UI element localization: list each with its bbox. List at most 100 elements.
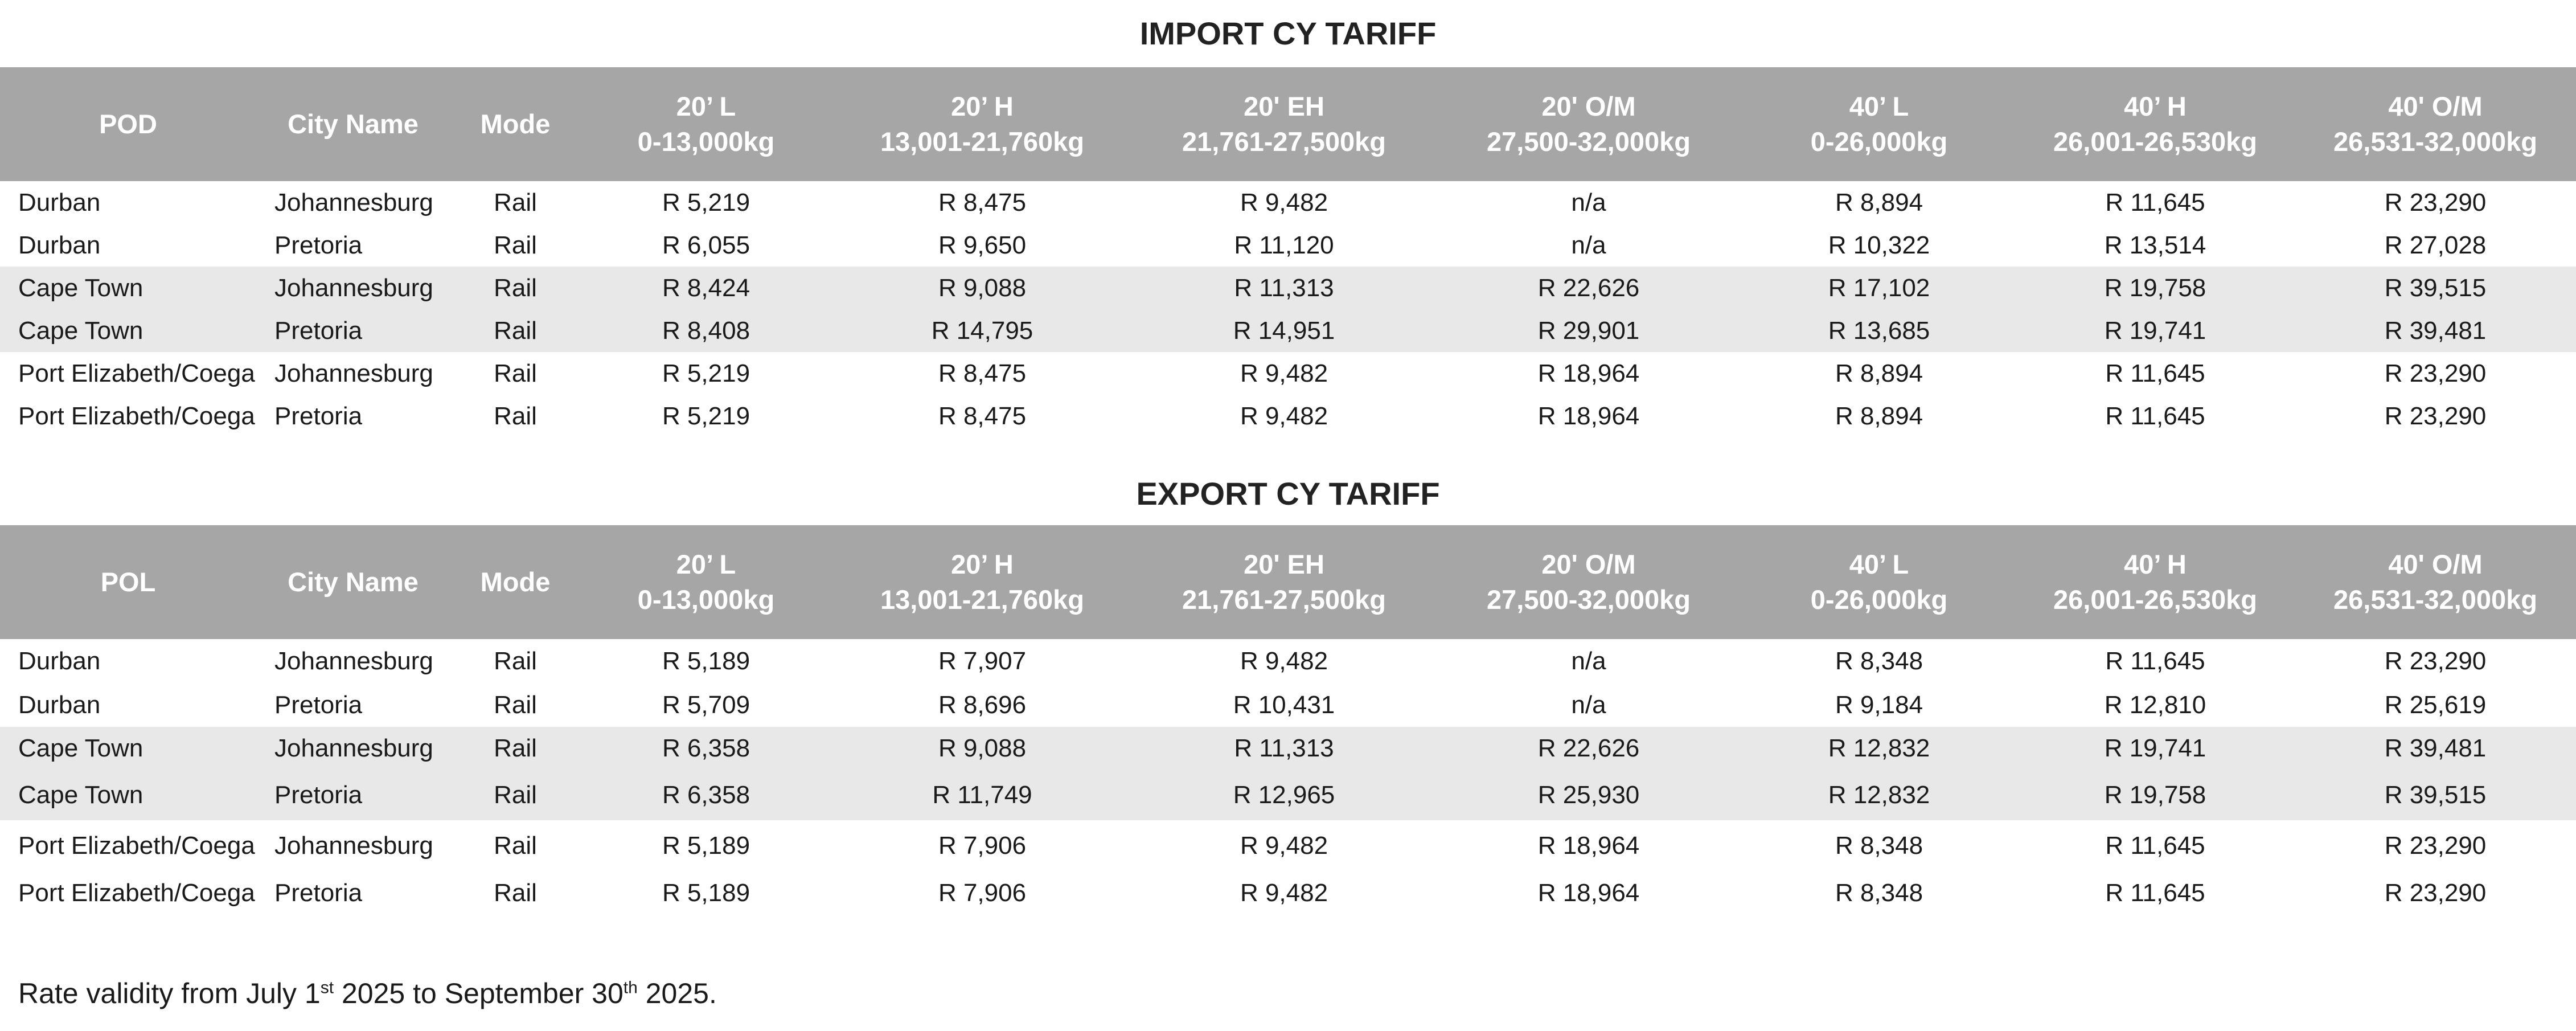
table-row: Cape Town Johannesburg Rail R 6,358 R 9,088 R… — [0, 727, 2576, 770]
table-row: Port Elizabeth/Coega Johannesburg Rail R 5,… — [0, 352, 2576, 395]
export-tariff-title: EXPORT CY TARIFF — [1136, 476, 1440, 512]
city-cell: Johannesburg — [256, 267, 450, 309]
rate-validity-middle: 2025 to September 30 — [334, 977, 624, 1009]
rate-validity-suffix: 2025. — [637, 977, 717, 1009]
rate-cell: R 23,290 — [2384, 879, 2487, 907]
port-cell: Port Elizabeth/Coega — [18, 402, 255, 430]
rate-cell: R 8,475 — [938, 402, 1027, 430]
column-header-label: 40’ H — [2124, 91, 2187, 121]
port-cell: Port Elizabeth/Coega — [18, 879, 255, 907]
table-header-row: POD City Name Mode 20’ L 0-13,000kg 20’ H 13,0… — [0, 67, 2576, 181]
table-row: Port Elizabeth/Coega Pretoria Rail R 5,219 R… — [0, 395, 2576, 437]
column-header: Mode — [450, 525, 581, 639]
column-header-weight-range: 27,500-32,000kg — [1486, 584, 1691, 615]
rate-validity-prefix: Rate validity from July 1 — [18, 977, 321, 1009]
city-cell: Pretoria — [274, 879, 363, 907]
city-cell: Pretoria — [274, 402, 363, 430]
column-header: 20’ H 13,001-21,760kg — [831, 525, 1133, 639]
rate-cell: R 8,696 — [938, 691, 1027, 719]
rate-cell: R 13,514 — [2104, 231, 2206, 259]
city-cell: Pretoria — [274, 691, 363, 719]
table-row: Port Elizabeth/Coega Pretoria Rail R 5,189 R… — [0, 872, 2576, 915]
column-header: 40' O/M 26,531-32,000kg — [2295, 525, 2576, 639]
rate-cell: R 25,619 — [2384, 691, 2487, 719]
rate-cell: R 22,626 — [1435, 727, 1742, 770]
column-header-label: 20’ L — [676, 549, 736, 579]
rate-cell: R 11,749 — [831, 770, 1133, 820]
table-row: Durban Johannesburg Rail R 5,219 R 8,475 R 9,… — [0, 181, 2576, 224]
rate-cell: n/a — [1571, 188, 1606, 216]
rate-cell: R 39,515 — [2295, 267, 2576, 309]
column-header-label: 20' O/M — [1541, 91, 1636, 121]
port-cell: Port Elizabeth/Coega — [18, 832, 255, 860]
column-header: 20' O/M 27,500-32,000kg — [1435, 67, 1742, 181]
table-row: Port Elizabeth/Coega Johannesburg Rail R 5,… — [0, 820, 2576, 872]
column-header: 20' EH 21,761-27,500kg — [1133, 525, 1435, 639]
rate-cell: R 39,481 — [2295, 727, 2576, 770]
mode-cell: Rail — [494, 359, 537, 387]
export-tariff-table: POL City Name Mode 20’ L 0-13,000kg 20’ H 13,0… — [0, 525, 2576, 915]
rate-cell: R 22,626 — [1435, 267, 1742, 309]
column-header-label: POD — [99, 109, 157, 139]
rate-cell: R 11,645 — [2105, 402, 2205, 430]
rate-cell: R 23,290 — [2384, 188, 2487, 216]
mode-cell: Rail — [494, 402, 537, 430]
rate-cell: R 9,184 — [1835, 691, 1923, 719]
column-header-label: Mode — [480, 109, 551, 139]
city-cell: Pretoria — [256, 309, 450, 352]
column-header-label: 20’ H — [951, 549, 1014, 579]
column-header-weight-range: 26,001-26,530kg — [2053, 126, 2257, 157]
rate-cell: R 27,028 — [2384, 231, 2487, 259]
rate-cell: R 5,219 — [662, 402, 750, 430]
table-row: Cape Town Pretoria Rail R 8,408 R 14,795 R 14… — [0, 309, 2576, 352]
rate-validity-note: Rate validity from July 1st 2025 to Sept… — [18, 975, 717, 1012]
rate-cell: R 23,290 — [2384, 832, 2487, 860]
rate-cell: R 11,645 — [2105, 832, 2205, 860]
port-cell: Durban — [18, 691, 101, 719]
rate-cell: R 19,758 — [2016, 267, 2295, 309]
rate-cell: R 7,907 — [938, 647, 1027, 675]
mode-cell: Rail — [494, 691, 537, 719]
rate-cell: R 11,313 — [1133, 267, 1435, 309]
rate-cell: R 5,219 — [662, 359, 750, 387]
rate-cell: R 8,894 — [1835, 188, 1923, 216]
port-cell: Durban — [18, 647, 101, 675]
rate-cell: R 12,832 — [1742, 727, 2016, 770]
rate-cell: R 6,358 — [581, 727, 831, 770]
rate-cell: R 5,189 — [662, 879, 750, 907]
rate-cell: R 9,650 — [938, 231, 1027, 259]
rate-cell: R 14,795 — [831, 309, 1133, 352]
rate-cell: R 11,313 — [1133, 727, 1435, 770]
column-header-weight-range: 27,500-32,000kg — [1486, 126, 1691, 157]
table-row: Durban Pretoria Rail R 6,055 R 9,650 R 11,120… — [0, 224, 2576, 267]
port-cell: Cape Town — [0, 770, 256, 820]
rate-cell: R 8,348 — [1835, 647, 1923, 675]
mode-cell: Rail — [450, 309, 581, 352]
rate-cell: R 11,645 — [2105, 647, 2205, 675]
rate-cell: R 11,645 — [2105, 359, 2205, 387]
column-header-label: 40’ L — [1849, 549, 1909, 579]
port-cell: Port Elizabeth/Coega — [18, 359, 255, 387]
column-header-weight-range: 26,531-32,000kg — [2333, 584, 2537, 615]
rate-cell: R 11,645 — [2105, 188, 2205, 216]
table-row: Cape Town Pretoria Rail R 6,358 R 11,749 R 12… — [0, 770, 2576, 820]
column-header-label: 40' O/M — [2388, 91, 2483, 121]
city-cell: Johannesburg — [256, 727, 450, 770]
rate-cell: R 12,832 — [1742, 770, 2016, 820]
import-tariff-title: IMPORT CY TARIFF — [1139, 15, 1437, 51]
column-header-weight-range: 0-26,000kg — [1810, 584, 1948, 615]
column-header-weight-range: 0-13,000kg — [637, 584, 775, 615]
city-cell: Johannesburg — [274, 832, 433, 860]
rate-cell: R 23,290 — [2384, 359, 2487, 387]
rate-cell: R 18,964 — [1537, 402, 1640, 430]
column-header-weight-range: 0-13,000kg — [637, 126, 775, 157]
mode-cell: Rail — [450, 727, 581, 770]
rate-cell: R 5,189 — [662, 647, 750, 675]
column-header-weight-range: 21,761-27,500kg — [1182, 584, 1386, 615]
column-header-label: City Name — [288, 109, 419, 139]
column-header-label: 20' O/M — [1541, 549, 1636, 579]
column-header: City Name — [256, 525, 450, 639]
rate-cell: R 23,290 — [2384, 647, 2487, 675]
rate-cell: R 9,088 — [831, 727, 1133, 770]
port-cell: Durban — [18, 188, 101, 216]
